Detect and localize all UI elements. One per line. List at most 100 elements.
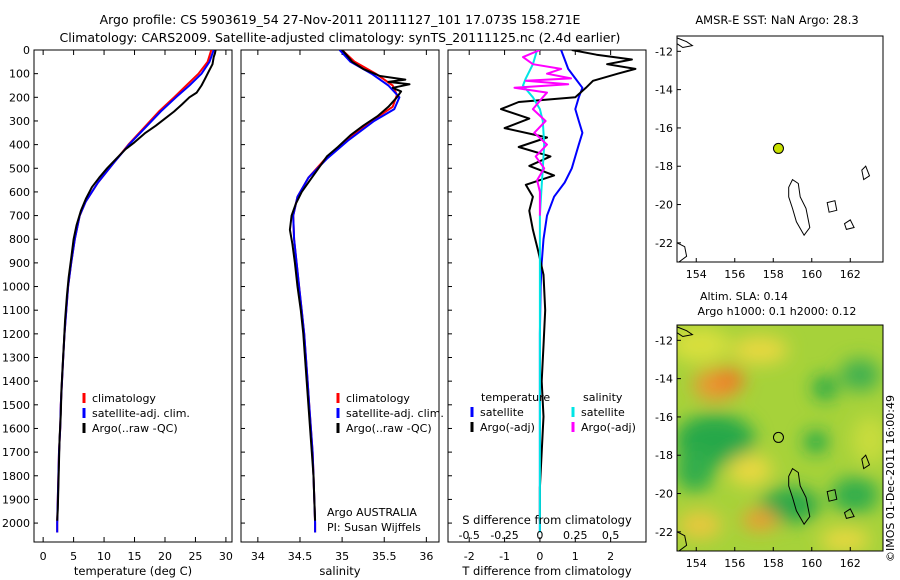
coastline-3 [861,454,871,470]
sst-map: 154 156 158 160 162 -12 -14 -16 -18 -20 -22 [655,37,871,281]
series-line-3 [513,50,572,216]
temperature-panel-frame [33,49,233,543]
secondary-x-tick-label: -0.25 [490,529,518,542]
argo-position-marker [772,431,784,443]
annotation-program: Argo AUSTRALIA [327,506,417,519]
y-tick-label: 1000 [2,281,30,294]
x-tick-label: 0 [536,550,543,563]
coastline-3 [861,165,871,181]
legend-label: Argo(-adj) [480,421,535,434]
coastline-1 [826,489,838,502]
difference-panel-frame [447,49,647,543]
temperature-profile-chart: 0 5 10 15 20 25 300100200300400500600700800900… [2,44,233,578]
y-tick-label: 800 [9,233,30,246]
map-x-tick-label: 162 [840,268,861,281]
series-line-2 [288,50,411,521]
map-x-tick-label: 162 [840,557,861,570]
sla-heatmap-field [677,325,883,551]
figure-title-line1: Argo profile: CS 5903619_54 27-Nov-2011 … [100,12,581,27]
coastline-4 [676,530,688,552]
annotation-pi: PI: Susan Wijffels [327,521,421,534]
difference-profile-chart: -2 -1 0 1 2T difference from climatology -0.5… [448,49,637,578]
series-line-0 [538,50,584,533]
coastline-0 [788,467,811,526]
x-tick-label: 1 [572,550,579,563]
x-axis-label: temperature (deg C) [74,564,192,578]
coastline-1 [826,200,838,213]
x-tick-label: 10 [97,550,111,563]
y-tick-label: 0 [23,44,30,57]
map-y-tick-label: -14 [655,373,673,386]
map-x-tick-label: 154 [686,268,707,281]
x-tick-label: 35 [335,550,349,563]
y-tick-label: 1200 [2,328,30,341]
coastline-2 [843,508,855,519]
map-y-tick-label: -16 [655,411,673,424]
coastline-5 [676,37,694,49]
x-tick-label: 0 [40,550,47,563]
legend-label: Argo(-adj) [581,421,636,434]
sla-map-subtitle: Argo h1000: 0.1 h2000: 0.12 [698,305,857,318]
x-tick-label: 25 [188,550,202,563]
x-axis-label: T difference from climatology [461,564,632,578]
map-y-tick-label: -18 [655,160,673,173]
coastline-2 [843,219,855,230]
map-x-tick-label: 160 [801,268,822,281]
y-tick-label: 1100 [2,304,30,317]
salinity-panel-frame [240,49,440,543]
sla-map-title: Altim. SLA: 0.14 [700,290,788,303]
y-tick-label: 1700 [2,446,30,459]
series-line-2 [56,50,217,521]
y-tick-label: 100 [9,68,30,81]
secondary-x-tick-label: 0 [536,529,543,542]
sla-map: 154 156 158 160 162 -12 -14 -16 -18 -20 -22 [655,326,871,570]
series-group [288,50,411,533]
map-x-tick-label: 154 [686,557,707,570]
y-tick-label: 1900 [2,493,30,506]
secondary-x-axis-label: S difference from climatology [462,513,632,527]
x-tick-label: 30 [219,550,233,563]
x-tick-label: -2 [464,550,475,563]
x-tick-label: 15 [128,550,142,563]
legend-label: Argo(..raw -QC) [346,422,432,435]
y-tick-label: 900 [9,257,30,270]
series-line-1 [500,50,637,521]
series-line-2 [522,50,546,533]
x-tick-label: 36 [419,550,433,563]
map-y-tick-label: -20 [655,199,673,212]
x-axis-label: salinity [319,564,360,578]
map-x-tick-label: 158 [763,557,784,570]
argo-position-marker [772,142,784,154]
x-tick-label: 34.5 [288,550,313,563]
x-tick-label: 35.5 [372,550,397,563]
secondary-x-tick-label: 0.5 [602,529,620,542]
legend-label: Argo(..raw -QC) [92,422,178,435]
y-tick-label: 1500 [2,399,30,412]
y-tick-label: 200 [9,91,30,104]
coastline-0 [788,178,811,237]
map-y-tick-label: -16 [655,122,673,135]
x-tick-label: 5 [70,550,77,563]
y-tick-label: 1400 [2,375,30,388]
legend-label: satellite [480,406,524,419]
coastline-4 [676,241,688,263]
x-tick-label: -1 [499,550,510,563]
y-tick-label: 2000 [2,517,30,530]
y-tick-label: 400 [9,139,30,152]
y-tick-label: 1300 [2,352,30,365]
legend-label: satellite-adj. clim. [92,407,190,420]
secondary-x-tick-label: 0.25 [563,529,588,542]
x-tick-label: 20 [158,550,172,563]
map-x-tick-label: 156 [724,557,745,570]
x-tick-label: 2 [607,550,614,563]
legend-label: satellite-adj. clim. [346,407,444,420]
map-y-tick-label: -22 [655,526,673,539]
figure-title-line2: Climatology: CARS2009. Satellite-adjuste… [60,30,621,45]
map-y-tick-label: -12 [655,334,673,347]
map-y-tick-label: -18 [655,449,673,462]
map-y-tick-label: -20 [655,488,673,501]
map-y-tick-label: -12 [655,45,673,58]
sst-map-title: AMSR-E SST: NaN Argo: 28.3 [695,13,858,27]
map-x-tick-label: 156 [724,268,745,281]
